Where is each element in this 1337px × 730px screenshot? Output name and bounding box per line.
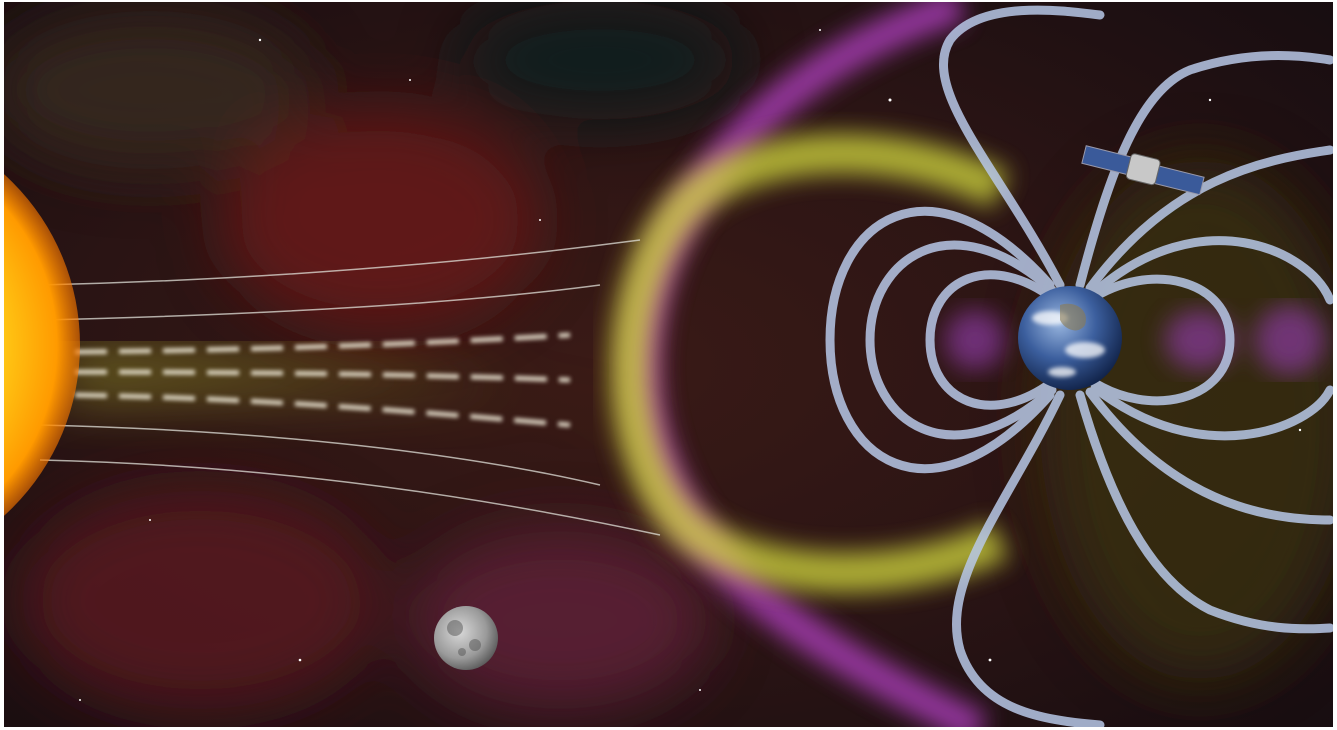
moon (434, 606, 498, 670)
solar-wind-glow (60, 350, 640, 440)
stars (79, 29, 1302, 701)
solar-wind-lines (39, 239, 661, 536)
solar-wind-dashes (74, 332, 571, 428)
bow-shock (610, 133, 1009, 593)
sun (4, 174, 80, 516)
satellite (1081, 145, 1205, 196)
radiation-belts (945, 305, 1325, 375)
magnetic-field-lines (825, 5, 1333, 727)
earth (1018, 286, 1122, 390)
